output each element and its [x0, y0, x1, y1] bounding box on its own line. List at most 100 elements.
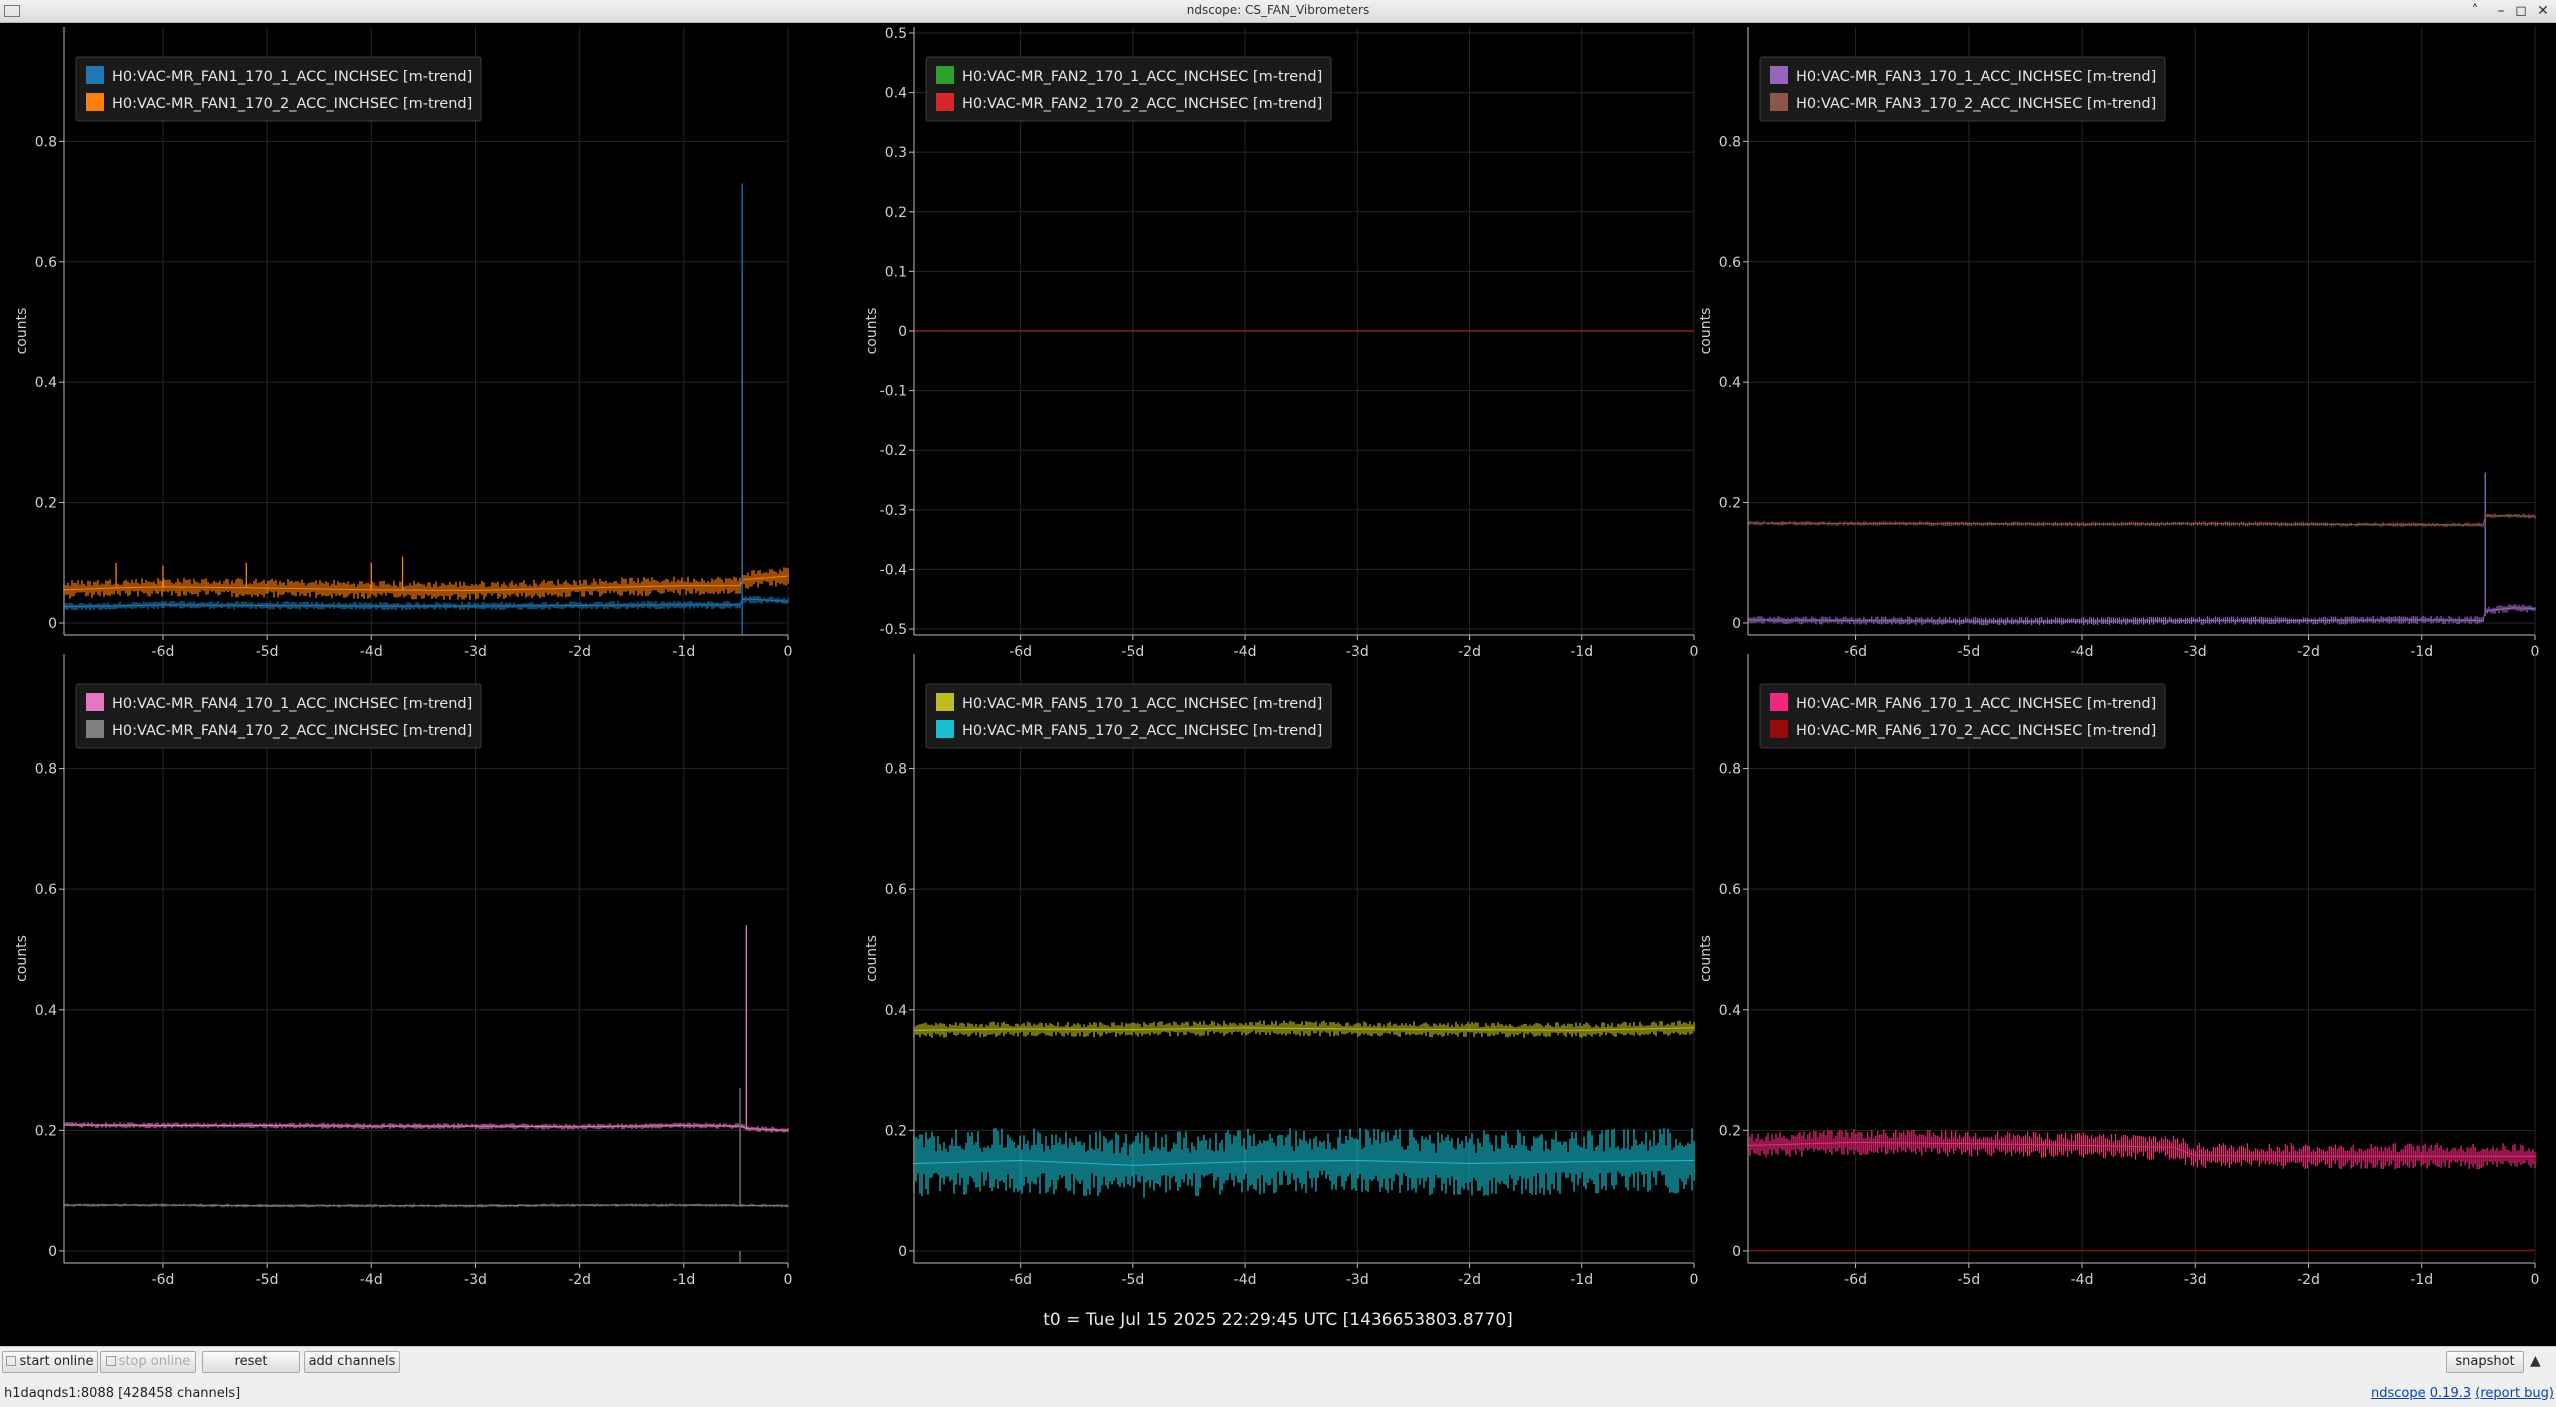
x-tick-label: -4d — [2071, 644, 2094, 660]
maximize-icon[interactable]: ◻ — [2515, 3, 2527, 19]
y-tick-label: 0.2 — [35, 496, 57, 512]
plot-panel[interactable]: 0 0.2 0.4 0.6 0.8 -6d -5d -4d -3d -2d -1d 0 counts H0… — [864, 654, 1698, 1288]
legend[interactable]: H0:VAC-MR_FAN6_170_1_ACC_INCHSEC [m-tren… — [1759, 683, 2166, 749]
y-tick-label: 0.8 — [1719, 134, 1741, 150]
server-status: h1daqnds1:8088 [428458 channels] — [4, 1386, 241, 1401]
legend[interactable]: H0:VAC-MR_FAN4_170_1_ACC_INCHSEC [m-tren… — [75, 683, 482, 749]
legend-box — [925, 683, 1332, 749]
plot-panel[interactable]: 0 0.2 0.4 0.6 0.8 -6d -5d -4d -3d -2d -1d 0 counts H0… — [1698, 654, 2539, 1288]
chevron-up-icon[interactable]: ˄ — [2471, 3, 2479, 19]
x-tick-label: -2d — [1458, 644, 1481, 660]
stop-online-button[interactable]: stop online — [100, 1351, 196, 1373]
x-tick-label: -2d — [568, 1272, 591, 1288]
x-tick-label: -2d — [1458, 1272, 1481, 1288]
series-line — [63, 575, 789, 591]
x-tick-label: -5d — [1957, 1272, 1980, 1288]
x-tick-label: -4d — [360, 1272, 383, 1288]
y-tick-label: 0.2 — [1719, 496, 1741, 512]
plot-canvas[interactable]: 0 0.2 0.4 0.6 0.8 -6d -5d -4d -3d -2d -1d 0 counts H0… — [0, 23, 2556, 1345]
series-trace — [913, 1127, 1695, 1198]
plot-panel[interactable]: 0 0.2 0.4 0.6 0.8 -6d -5d -4d -3d -2d -1d 0 counts H0… — [1698, 27, 2539, 660]
series-line — [64, 1204, 788, 1207]
y-tick-label: -0.1 — [880, 384, 907, 400]
series-trace — [63, 1122, 789, 1133]
legend-box — [75, 683, 482, 749]
snapshot-button[interactable]: snapshot — [2446, 1351, 2524, 1373]
y-tick-label: 0.6 — [1719, 255, 1741, 271]
y-tick-label: 0 — [48, 1244, 57, 1260]
legend-swatch[interactable] — [86, 66, 104, 84]
legend-swatch[interactable] — [1770, 693, 1788, 711]
legend-swatch[interactable] — [936, 66, 954, 84]
y-tick-label: -0.4 — [880, 562, 907, 578]
legend[interactable]: H0:VAC-MR_FAN5_170_1_ACC_INCHSEC [m-tren… — [925, 683, 1332, 749]
x-tick-label: -2d — [568, 644, 591, 660]
x-tick-label: -4d — [2071, 1272, 2094, 1288]
y-tick-label: 0.2 — [35, 1123, 57, 1139]
menu-arrow-icon[interactable]: ▲ — [2530, 1353, 2541, 1369]
t0-label: t0 = Tue Jul 15 2025 22:29:45 UTC [14366… — [1043, 1310, 1513, 1330]
start-online-button[interactable]: start online — [2, 1351, 98, 1373]
plot-panel[interactable]: 0 0.2 0.4 0.6 0.8 -6d -5d -4d -3d -2d -1d 0 counts H0… — [14, 654, 792, 1288]
version-link[interactable]: 0.19.3 — [2429, 1386, 2472, 1401]
window-menu-icon[interactable] — [4, 2, 22, 20]
x-tick-label: -4d — [360, 644, 383, 660]
y-tick-label: 0 — [898, 324, 907, 340]
x-tick-label: 0 — [784, 644, 793, 660]
x-tick-label: -3d — [1346, 644, 1369, 660]
legend-box — [925, 56, 1332, 122]
series-band — [63, 595, 789, 611]
ndscope-link[interactable]: ndscope — [2371, 1386, 2426, 1401]
x-tick-label: -1d — [1570, 1272, 1593, 1288]
legend-swatch[interactable] — [86, 693, 104, 711]
x-tick-label: -6d — [1009, 1272, 1032, 1288]
legend-swatch[interactable] — [1770, 720, 1788, 738]
report-bug-link[interactable]: (report bug) — [2475, 1386, 2554, 1401]
y-tick-label: 0 — [48, 616, 57, 632]
plot-panel[interactable]: -0.5 -0.4 -0.3 -0.2 -0.1 0 0.1 0.2 0.3 0.4 0.5 -6d -… — [864, 26, 1698, 660]
play-icon — [6, 1356, 17, 1366]
plot-grid: 0 0.2 0.4 0.6 0.8 -6d -5d -4d -3d -2d -1d 0 counts H0… — [0, 23, 2556, 1345]
x-tick-label: -6d — [1844, 644, 1867, 660]
legend-swatch[interactable] — [1770, 93, 1788, 111]
y-tick-label: 0.4 — [35, 1003, 57, 1019]
series-trace — [63, 595, 789, 611]
legend-swatch[interactable] — [936, 693, 954, 711]
y-axis-label: counts — [14, 308, 30, 355]
y-tick-label: 0.8 — [35, 762, 57, 778]
y-tick-label: -0.5 — [880, 622, 907, 638]
y-tick-label: 0.8 — [885, 762, 907, 778]
legend[interactable]: H0:VAC-MR_FAN1_170_1_ACC_INCHSEC [m-tren… — [75, 56, 482, 122]
legend-label: H0:VAC-MR_FAN4_170_1_ACC_INCHSEC [m-tren… — [112, 696, 472, 712]
plot-panel[interactable]: 0 0.2 0.4 0.6 0.8 -6d -5d -4d -3d -2d -1d 0 counts H0… — [14, 27, 792, 660]
x-tick-label: -2d — [2297, 1272, 2320, 1288]
x-tick-label: 0 — [1690, 1272, 1699, 1288]
legend[interactable]: H0:VAC-MR_FAN2_170_1_ACC_INCHSEC [m-tren… — [925, 56, 1332, 122]
series-band — [63, 567, 789, 600]
stop-online-label: stop online — [118, 1354, 191, 1369]
series-line — [1748, 515, 2535, 526]
y-tick-label: 0.6 — [35, 255, 57, 271]
x-tick-label: -4d — [1234, 644, 1257, 660]
minimize-icon[interactable]: – — [2497, 3, 2505, 19]
legend-swatch[interactable] — [86, 93, 104, 111]
y-tick-label: 0.1 — [885, 264, 907, 280]
legend[interactable]: H0:VAC-MR_FAN3_170_1_ACC_INCHSEC [m-tren… — [1759, 56, 2166, 122]
y-tick-label: 0 — [898, 1244, 907, 1260]
x-tick-label: -1d — [672, 644, 695, 660]
x-tick-label: -3d — [1346, 1272, 1369, 1288]
series-band — [1747, 1129, 2536, 1170]
reset-button[interactable]: reset — [202, 1351, 300, 1373]
y-tick-label: 0.4 — [885, 1003, 907, 1019]
legend-swatch[interactable] — [86, 720, 104, 738]
legend-label: H0:VAC-MR_FAN1_170_2_ACC_INCHSEC [m-tren… — [112, 96, 472, 112]
add-channels-button[interactable]: add channels — [304, 1351, 400, 1373]
x-tick-label: -1d — [2410, 644, 2433, 660]
series-trace — [1747, 604, 2536, 626]
close-icon[interactable]: ✕ — [2537, 3, 2549, 19]
legend-swatch[interactable] — [936, 720, 954, 738]
legend-swatch[interactable] — [936, 93, 954, 111]
legend-swatch[interactable] — [1770, 66, 1788, 84]
series-trace — [913, 1020, 1695, 1038]
series-trace — [63, 1203, 789, 1208]
